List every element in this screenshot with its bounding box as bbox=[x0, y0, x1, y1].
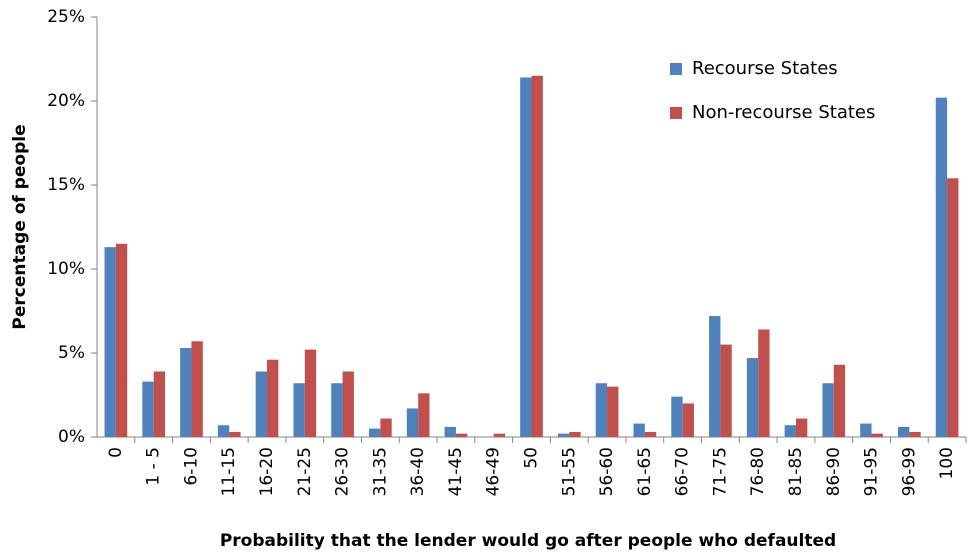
legend-swatch bbox=[670, 63, 682, 75]
bar bbox=[115, 243, 128, 437]
bar bbox=[217, 425, 230, 437]
x-tick-label: 36-40 bbox=[408, 447, 428, 496]
bar bbox=[607, 386, 619, 437]
bar bbox=[871, 433, 883, 437]
bar bbox=[709, 316, 721, 437]
y-axis-title: Percentage of people bbox=[10, 124, 30, 329]
x-axis-title: Probability that the lender would go aft… bbox=[220, 531, 836, 551]
x-tick-label: 46-49 bbox=[484, 447, 504, 496]
legend-label: Recourse States bbox=[692, 58, 838, 79]
bar bbox=[947, 178, 959, 437]
x-tick-label: 76-80 bbox=[748, 447, 768, 496]
bar bbox=[833, 364, 846, 437]
x-tick-label: 61-65 bbox=[635, 447, 655, 496]
bar bbox=[644, 431, 657, 437]
bar bbox=[180, 347, 192, 437]
bar bbox=[142, 381, 154, 437]
x-tick-label: 1 - 5 bbox=[144, 447, 164, 486]
bar bbox=[331, 383, 343, 437]
bar bbox=[633, 423, 645, 437]
bar bbox=[935, 97, 948, 437]
bar bbox=[682, 403, 694, 437]
x-tick-label: 6-10 bbox=[181, 447, 201, 486]
bar bbox=[897, 426, 910, 437]
x-tick-label: 71-75 bbox=[710, 447, 730, 496]
bar bbox=[569, 431, 581, 437]
bar bbox=[795, 418, 808, 437]
x-tick-label: 81-85 bbox=[786, 447, 806, 496]
bar bbox=[293, 383, 305, 437]
x-tick-label: 21-25 bbox=[295, 447, 315, 496]
bar bbox=[909, 431, 921, 437]
bar bbox=[342, 371, 354, 437]
x-tick-label: 56-60 bbox=[597, 447, 617, 496]
y-tick-label: 0% bbox=[58, 427, 85, 447]
x-tick-label: 0 bbox=[106, 447, 126, 458]
bar bbox=[720, 344, 732, 437]
bar bbox=[380, 418, 392, 437]
x-tick-label: 50 bbox=[522, 447, 542, 469]
bar bbox=[304, 349, 317, 437]
bar bbox=[104, 247, 116, 437]
bar bbox=[255, 371, 268, 437]
bar bbox=[418, 393, 430, 437]
x-tick-label: 86-90 bbox=[824, 447, 844, 496]
x-tick-label: 26-30 bbox=[333, 447, 353, 496]
bar bbox=[822, 383, 834, 437]
bar bbox=[784, 425, 796, 437]
bar bbox=[595, 383, 608, 437]
x-tick-label: 11-15 bbox=[219, 447, 239, 496]
bar bbox=[153, 371, 166, 437]
bar bbox=[229, 431, 241, 437]
bar bbox=[860, 423, 872, 437]
bar bbox=[746, 358, 759, 437]
x-tick-label: 51-55 bbox=[559, 447, 579, 496]
bar bbox=[531, 75, 543, 438]
x-tick-label: 96-99 bbox=[899, 447, 919, 496]
bar bbox=[557, 433, 570, 437]
bar bbox=[671, 396, 683, 437]
bar bbox=[406, 408, 419, 437]
y-tick-label: 15% bbox=[47, 175, 85, 195]
bar bbox=[758, 329, 770, 437]
x-tick-label: 31-35 bbox=[370, 447, 390, 496]
y-tick-label: 20% bbox=[47, 91, 85, 111]
y-tick-label: 10% bbox=[47, 259, 85, 279]
bar bbox=[520, 77, 532, 437]
x-tick-label: 100 bbox=[937, 447, 957, 479]
bar bbox=[493, 433, 506, 437]
bar bbox=[267, 359, 279, 437]
legend-swatch bbox=[670, 107, 682, 119]
bar bbox=[369, 428, 381, 437]
y-tick-label: 5% bbox=[58, 343, 85, 363]
x-tick-label: 16-20 bbox=[257, 447, 277, 496]
x-tick-label: 41-45 bbox=[446, 447, 466, 496]
bar bbox=[455, 433, 468, 437]
x-tick-label: 91-95 bbox=[862, 447, 882, 496]
bar bbox=[191, 341, 203, 437]
x-tick-label: 66-70 bbox=[673, 447, 693, 496]
bar bbox=[444, 426, 456, 437]
legend-label: Non-recourse States bbox=[692, 102, 875, 123]
y-tick-label: 25% bbox=[47, 7, 85, 27]
